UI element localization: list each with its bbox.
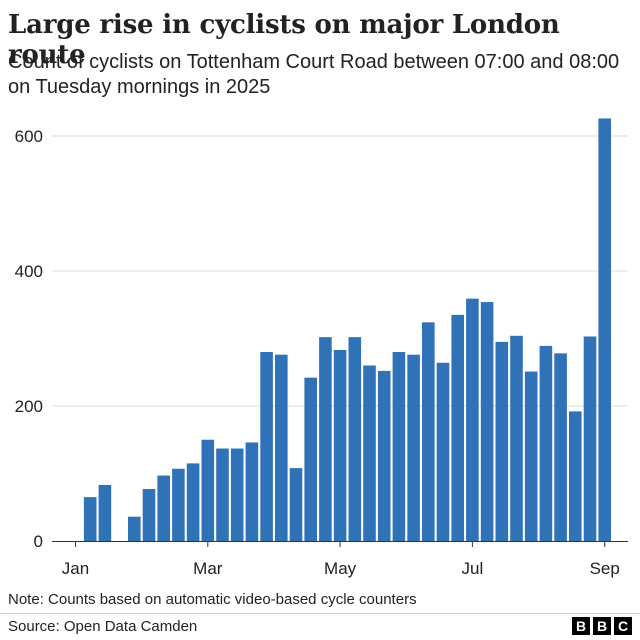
bbc-logo: B B C xyxy=(572,617,632,635)
bar xyxy=(554,353,567,541)
chart-title: Large rise in cyclists on major London r… xyxy=(8,10,560,70)
bar xyxy=(569,411,582,541)
y-tick-label: 200 xyxy=(15,397,43,416)
bar xyxy=(186,463,200,541)
bar xyxy=(319,337,332,541)
bar xyxy=(407,354,420,541)
bar xyxy=(275,354,288,541)
bar xyxy=(260,352,273,541)
bar xyxy=(128,516,141,541)
bar xyxy=(539,345,553,541)
bar xyxy=(201,439,215,541)
logo-letter: B xyxy=(593,617,611,635)
bar xyxy=(304,377,317,541)
logo-letter: C xyxy=(614,617,632,635)
y-axis-ticks: 0 200 400 600 xyxy=(15,127,43,551)
logo-letter: B xyxy=(572,617,590,635)
y-tick-label: 400 xyxy=(15,262,43,281)
bar xyxy=(510,335,523,541)
x-axis: Jan Mar May Jul Sep xyxy=(52,541,628,578)
bar xyxy=(333,349,347,541)
bar xyxy=(392,352,406,541)
chart-source: Source: Open Data Camden xyxy=(8,618,198,635)
x-tick-label: May xyxy=(324,559,357,578)
bar xyxy=(363,365,376,541)
bar xyxy=(348,337,362,541)
bar xyxy=(377,370,391,541)
x-tick-label: Sep xyxy=(590,559,620,578)
bar xyxy=(480,302,494,541)
bar xyxy=(230,448,244,541)
x-tick-label: Jul xyxy=(462,559,484,578)
y-tick-label: 0 xyxy=(34,532,43,551)
bar xyxy=(172,468,185,541)
bar xyxy=(451,314,464,541)
bar xyxy=(142,489,156,541)
bar xyxy=(495,341,509,541)
bar xyxy=(216,448,229,541)
x-tick-label: Mar xyxy=(193,559,223,578)
chart-subtitle: Count of cyclists on Tottenham Court Roa… xyxy=(8,51,620,98)
y-tick-label: 600 xyxy=(15,127,43,146)
bar xyxy=(524,371,538,541)
footer-divider xyxy=(0,613,640,614)
bars xyxy=(83,118,611,541)
x-tick-label: Jan xyxy=(62,559,89,578)
bar xyxy=(289,468,303,541)
bar xyxy=(98,484,112,541)
bar xyxy=(466,298,479,541)
bar xyxy=(436,362,450,541)
bar xyxy=(157,475,170,541)
bar xyxy=(422,322,435,541)
bar xyxy=(245,442,259,541)
bar xyxy=(83,497,97,541)
bar xyxy=(583,336,597,541)
bar xyxy=(598,118,611,541)
chart-note: Note: Counts based on automatic video-ba… xyxy=(8,591,417,608)
